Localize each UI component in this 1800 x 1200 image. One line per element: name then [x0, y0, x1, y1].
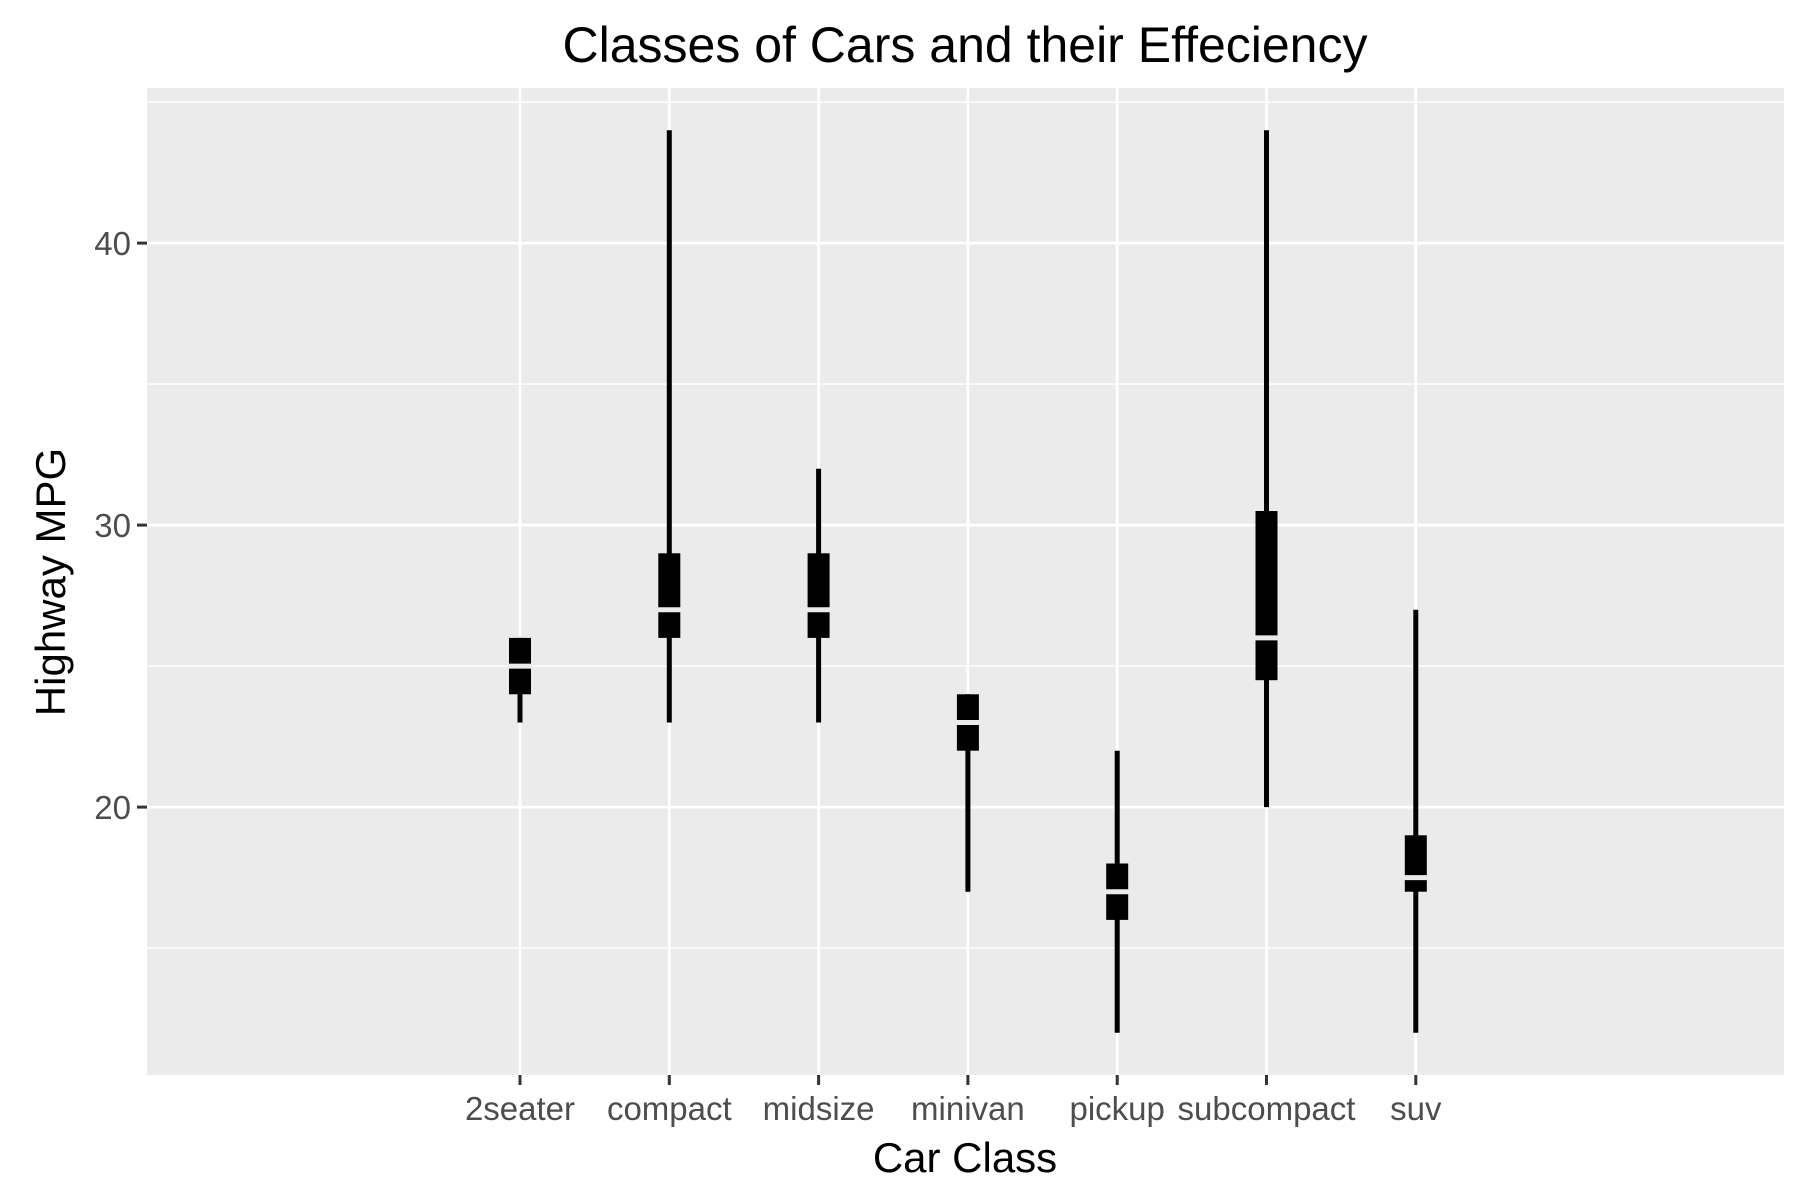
- plot-panel: [147, 88, 1784, 1075]
- chart-title: Classes of Cars and their Effeciency: [562, 17, 1367, 73]
- box-subcompact: [1255, 511, 1278, 681]
- y-tick-label: 40: [94, 225, 131, 262]
- x-tick-label-minivan: minivan: [911, 1090, 1025, 1127]
- x-axis: 2seater compact midsize minivan pickup subcom…: [465, 1075, 1442, 1127]
- x-tick-label-pickup: pickup: [1070, 1090, 1165, 1127]
- x-tick-label-suv: suv: [1390, 1090, 1442, 1127]
- y-tick-label: 20: [94, 789, 131, 826]
- box-compact: [658, 553, 681, 638]
- x-tick-label-subcompact: subcompact: [1178, 1090, 1356, 1127]
- x-tick-label-2seater: 2seater: [465, 1090, 575, 1127]
- x-tick-label-midsize: midsize: [763, 1090, 875, 1127]
- minor-gridlines: [147, 101, 1784, 949]
- box-suv: [1404, 835, 1427, 892]
- y-tick-label: 30: [94, 507, 131, 544]
- x-axis-title: Car Class: [873, 1134, 1057, 1181]
- box-midsize: [807, 553, 830, 638]
- boxplot-marks: [508, 130, 1428, 1033]
- y-axis: 20 30 40: [94, 225, 147, 826]
- y-axis-title: Highway MPG: [27, 448, 74, 716]
- x-tick-label-compact: compact: [607, 1090, 732, 1127]
